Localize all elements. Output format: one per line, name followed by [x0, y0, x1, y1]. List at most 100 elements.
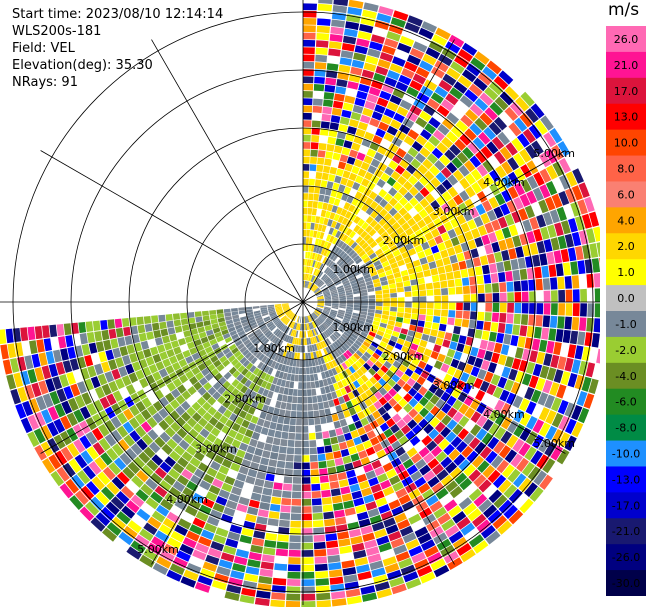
velocity-gate: [278, 323, 284, 329]
velocity-gate: [215, 496, 228, 506]
velocity-gate: [539, 474, 553, 490]
velocity-gate: [309, 454, 318, 462]
velocity-gate: [80, 485, 95, 501]
velocity-gate: [274, 354, 280, 362]
velocity-gate: [308, 337, 312, 345]
velocity-gate: [352, 371, 361, 380]
velocity-gate: [494, 96, 509, 111]
velocity-gate: [235, 416, 244, 426]
velocity-gate: [499, 203, 511, 216]
velocity-gate: [470, 411, 482, 423]
velocity-gate: [227, 403, 237, 413]
velocity-gate: [485, 302, 493, 312]
velocity-gate: [208, 377, 218, 386]
velocity-gate: [267, 390, 274, 399]
velocity-gate: [365, 446, 376, 456]
velocity-gate: [86, 446, 99, 460]
velocity-gate: [221, 482, 233, 493]
velocity-gate: [31, 382, 42, 398]
velocity-gate: [175, 405, 186, 416]
velocity-gate: [379, 198, 388, 208]
velocity-gate: [328, 399, 335, 408]
velocity-gate: [194, 582, 211, 593]
velocity-gate: [441, 302, 449, 310]
velocity-gate: [136, 438, 148, 451]
velocity-gate: [348, 347, 355, 355]
velocity-gate: [345, 269, 352, 275]
velocity-gate: [458, 202, 469, 214]
velocity-gate: [189, 376, 199, 386]
velocity-gate: [314, 62, 327, 70]
velocity-gate: [320, 273, 327, 280]
velocity-gate: [433, 309, 441, 317]
velocity-gate: [159, 396, 169, 408]
velocity-gate: [414, 351, 423, 360]
velocity-gate: [336, 348, 343, 356]
velocity-gate: [217, 405, 227, 415]
colorbar-tick-label: 21.0: [614, 59, 639, 72]
velocity-gate: [254, 424, 263, 434]
velocity-gate: [299, 316, 302, 323]
velocity-gate: [386, 31, 401, 42]
velocity-gate: [151, 510, 166, 523]
velocity-gate: [49, 324, 58, 338]
velocity-gate: [425, 193, 436, 204]
velocity-gate: [340, 262, 347, 269]
velocity-gate: [231, 333, 239, 340]
velocity-gate: [348, 528, 362, 538]
velocity-gate: [255, 330, 263, 337]
velocity-gate: [572, 168, 584, 184]
velocity-gate: [77, 381, 88, 394]
velocity-gate: [348, 0, 364, 9]
velocity-gate: [293, 352, 298, 360]
velocity-gate: [477, 311, 485, 321]
velocity-gate: [247, 468, 258, 478]
velocity-gate: [139, 554, 155, 568]
velocity-gate: [396, 106, 409, 117]
velocity-gate: [482, 465, 496, 479]
velocity-gate: [538, 407, 550, 422]
velocity-gate: [307, 396, 313, 404]
velocity-gate: [385, 468, 397, 479]
velocity-gate: [308, 418, 315, 426]
velocity-gate: [235, 548, 249, 559]
velocity-gate: [199, 428, 210, 439]
velocity-gate: [469, 123, 483, 136]
velocity-gate: [372, 185, 382, 194]
velocity-gate: [314, 424, 322, 433]
velocity-gate: [532, 156, 545, 171]
velocity-gate: [456, 214, 467, 225]
velocity-gate: [274, 430, 282, 439]
velocity-gate: [303, 17, 317, 25]
velocity-gate: [511, 210, 522, 224]
velocity-gate: [536, 214, 547, 228]
velocity-gate: [405, 507, 418, 519]
velocity-gate: [334, 374, 341, 382]
velocity-gate: [41, 409, 53, 424]
velocity-gate: [126, 344, 136, 355]
velocity-gate: [360, 289, 368, 294]
velocity-gate: [508, 224, 519, 237]
velocity-gate: [239, 442, 249, 452]
velocity-gate: [409, 324, 417, 332]
velocity-gate: [164, 426, 176, 438]
velocity-gate: [398, 364, 408, 373]
velocity-gate: [540, 226, 550, 240]
velocity-gate: [15, 403, 27, 419]
velocity-gate: [28, 398, 40, 414]
velocity-gates: [0, 0, 600, 607]
velocity-gate: [111, 443, 124, 457]
velocity-gate: [34, 411, 46, 427]
velocity-gate: [412, 382, 422, 392]
velocity-gate: [430, 329, 438, 337]
velocity-gate: [355, 273, 363, 279]
velocity-gate: [448, 295, 456, 303]
velocity-gate: [275, 548, 288, 557]
velocity-gate: [274, 385, 281, 393]
velocity-gate: [450, 436, 463, 448]
velocity-gate: [110, 416, 122, 429]
velocity-gate: [474, 329, 483, 339]
velocity-gate: [324, 296, 332, 299]
velocity-gate: [326, 459, 336, 468]
velocity-gate: [487, 469, 501, 484]
